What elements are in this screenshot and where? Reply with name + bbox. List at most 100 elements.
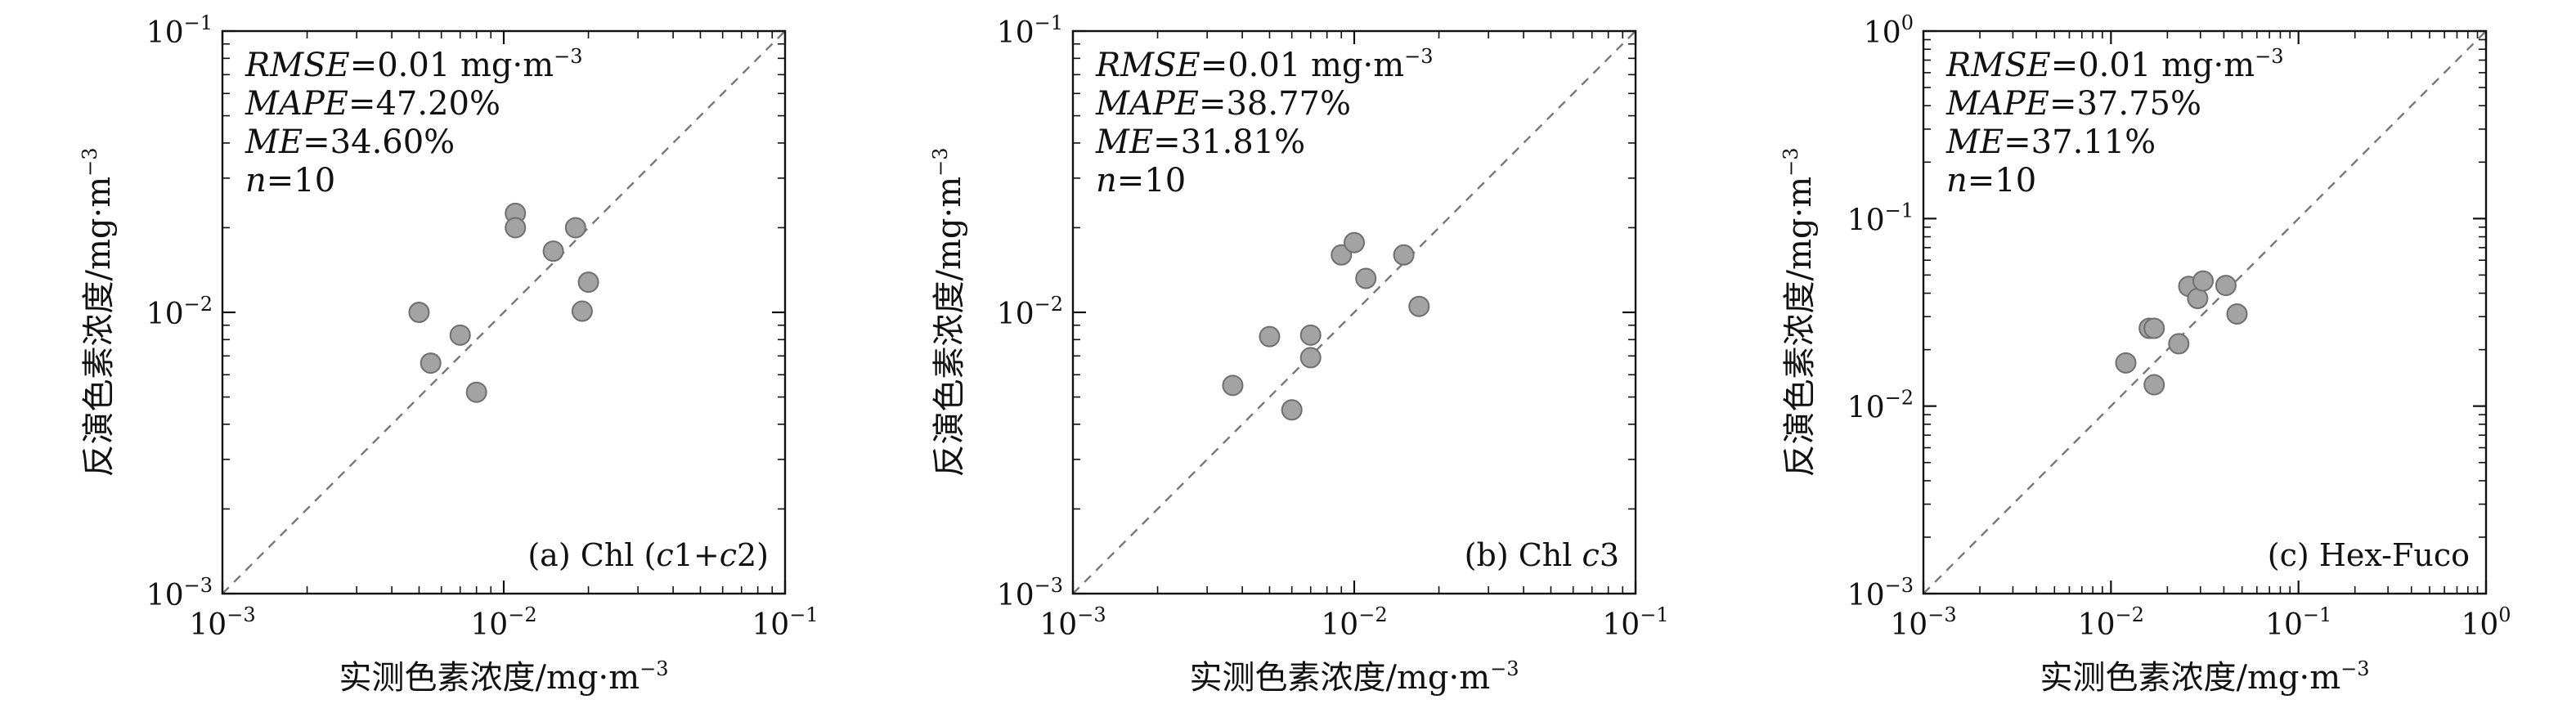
- one-to-one-line: [1072, 30, 1636, 594]
- tick-base: 10: [1321, 608, 1358, 642]
- tick-exponent: −3: [1885, 574, 1914, 597]
- panel-a: 10−3 10−2 10−110−310−210−1实测色素浓度/mg·m−3反演色…: [79, 11, 819, 697]
- x-axis-title: 实测色素浓度/mg·m−3: [1189, 657, 1519, 697]
- data-point: [1355, 267, 1377, 289]
- panel-label: (a) Chl (c1+c2): [527, 537, 769, 573]
- x-tick-label: 10−2: [470, 603, 536, 642]
- panel-label-part: 1+: [674, 537, 720, 573]
- panel-label-text: (b) Chl: [1465, 537, 1582, 573]
- x-tick-label: 10−1: [1602, 603, 1668, 642]
- data-points: [2115, 270, 2248, 396]
- tick-exponent: −1: [2303, 603, 2331, 626]
- tick-base: 10: [146, 579, 184, 612]
- tick-exponent: −1: [1640, 603, 1668, 626]
- stat-name: RMSE: [245, 47, 350, 84]
- x-axis-unit-exponent: −3: [640, 657, 668, 680]
- stat-name: n: [245, 162, 267, 200]
- y-axis-title-text: 反演色素浓度/mg·m: [80, 177, 118, 478]
- y-axis-title: 反演色素浓度/mg·m−3: [1779, 147, 1819, 477]
- data-point: [1299, 324, 1322, 346]
- stat-name: RMSE: [1945, 47, 2051, 84]
- stat-name: n: [1096, 162, 1117, 200]
- x-tick-label: 10−3: [1890, 603, 1956, 642]
- tick-base: 10: [2265, 608, 2303, 642]
- data-point: [571, 300, 593, 322]
- panel-label-part: c: [720, 537, 737, 573]
- stat-name: n: [1946, 162, 1968, 200]
- stat-unit-exponent: −3: [554, 45, 582, 68]
- y-axis-unit-exponent: −3: [929, 147, 952, 176]
- data-point: [577, 271, 599, 294]
- data-point: [505, 217, 527, 239]
- x-axis-title: 实测色素浓度/mg·m−3: [2040, 657, 2369, 697]
- data-point: [1393, 244, 1415, 266]
- data-point: [408, 302, 430, 323]
- tick-exponent: −3: [227, 603, 255, 626]
- panel-label: (b) Chl c3: [1465, 537, 1619, 573]
- axis-ticks: [1922, 29, 2488, 595]
- tick-exponent: −2: [184, 293, 213, 316]
- y-tick-label: 10−1: [1847, 199, 1914, 237]
- x-tick-label: 10−2: [1321, 603, 1387, 642]
- one-to-one-line: [1923, 30, 2487, 594]
- stat-value: =0.01 mg·m: [350, 47, 554, 84]
- panel-c: 10−3 10−2 10−1 10010−310−210−1100实测色素浓度/mg·…: [1779, 11, 2511, 697]
- tick-base: 10: [146, 16, 184, 50]
- tick-exponent: −1: [1885, 199, 1914, 222]
- data-point: [1281, 399, 1303, 421]
- x-axis-title-text: 实测色素浓度/mg·m: [339, 659, 640, 697]
- tick-exponent: −3: [1034, 574, 1063, 597]
- stat-line: n=10: [1096, 162, 1186, 200]
- data-point: [2115, 352, 2137, 374]
- panel-label-text: (a) Chl (: [527, 537, 656, 573]
- data-point: [2215, 275, 2237, 297]
- axis-ticks: [221, 29, 787, 595]
- tick-base: 10: [997, 579, 1034, 612]
- tick-base: 10: [2078, 608, 2116, 642]
- y-axis-title: 反演色素浓度/mg·m−3: [929, 147, 968, 477]
- tick-base: 10: [752, 608, 789, 642]
- stat-name: ME: [1095, 123, 1153, 161]
- stat-value: =34.60%: [303, 123, 455, 161]
- y-tick-label: 10−1: [146, 11, 213, 50]
- data-point: [2226, 303, 2248, 325]
- stat-line: ME=34.60%: [245, 123, 455, 161]
- data-point: [2143, 317, 2165, 339]
- x-axis-unit-exponent: −3: [1490, 657, 1519, 680]
- stat-value: =37.75%: [2049, 85, 2201, 123]
- x-tick-label: 10−3: [1039, 603, 1106, 642]
- tick-base: 10: [1039, 608, 1077, 642]
- tick-exponent: −3: [1077, 603, 1106, 626]
- tick-base: 10: [1864, 16, 1901, 50]
- stat-value: =0.01 mg·m: [2051, 47, 2255, 84]
- x-axis-title-text: 实测色素浓度/mg·m: [1189, 659, 1490, 697]
- y-tick-label: 100: [1864, 11, 1914, 50]
- stat-line: n=10: [245, 162, 335, 200]
- data-point: [564, 217, 586, 239]
- tick-exponent: 0: [2498, 603, 2511, 626]
- stat-name: MAPE: [1945, 85, 2049, 123]
- y-tick-label: 10−2: [146, 293, 213, 331]
- stat-line: ME=31.81%: [1095, 123, 1305, 161]
- stat-value: =10: [1968, 162, 2036, 200]
- tick-exponent: −1: [184, 11, 213, 34]
- stat-line: MAPE=37.75%: [1945, 85, 2201, 123]
- tick-base: 10: [1847, 204, 1885, 237]
- stat-line: n=10: [1946, 162, 2036, 200]
- stat-value: =10: [1117, 162, 1186, 200]
- tick-exponent: 0: [1901, 11, 1914, 34]
- plot-frame: [1922, 29, 2488, 595]
- y-axis-unit-exponent: −3: [79, 147, 101, 176]
- stat-value: =38.77%: [1199, 85, 1351, 123]
- panel-label-part: 3: [1600, 537, 1619, 573]
- x-tick-label: 10−3: [189, 603, 255, 642]
- tick-base: 10: [997, 298, 1034, 331]
- stat-value: =0.01 mg·m: [1200, 47, 1404, 84]
- stat-line: ME=37.11%: [1945, 123, 2156, 161]
- stat-name: MAPE: [245, 85, 348, 123]
- stat-line: RMSE=0.01 mg·m−3: [245, 45, 583, 84]
- tick-exponent: −2: [1034, 293, 1063, 316]
- y-tick-label: 10−2: [997, 293, 1063, 331]
- tick-exponent: −1: [789, 603, 818, 626]
